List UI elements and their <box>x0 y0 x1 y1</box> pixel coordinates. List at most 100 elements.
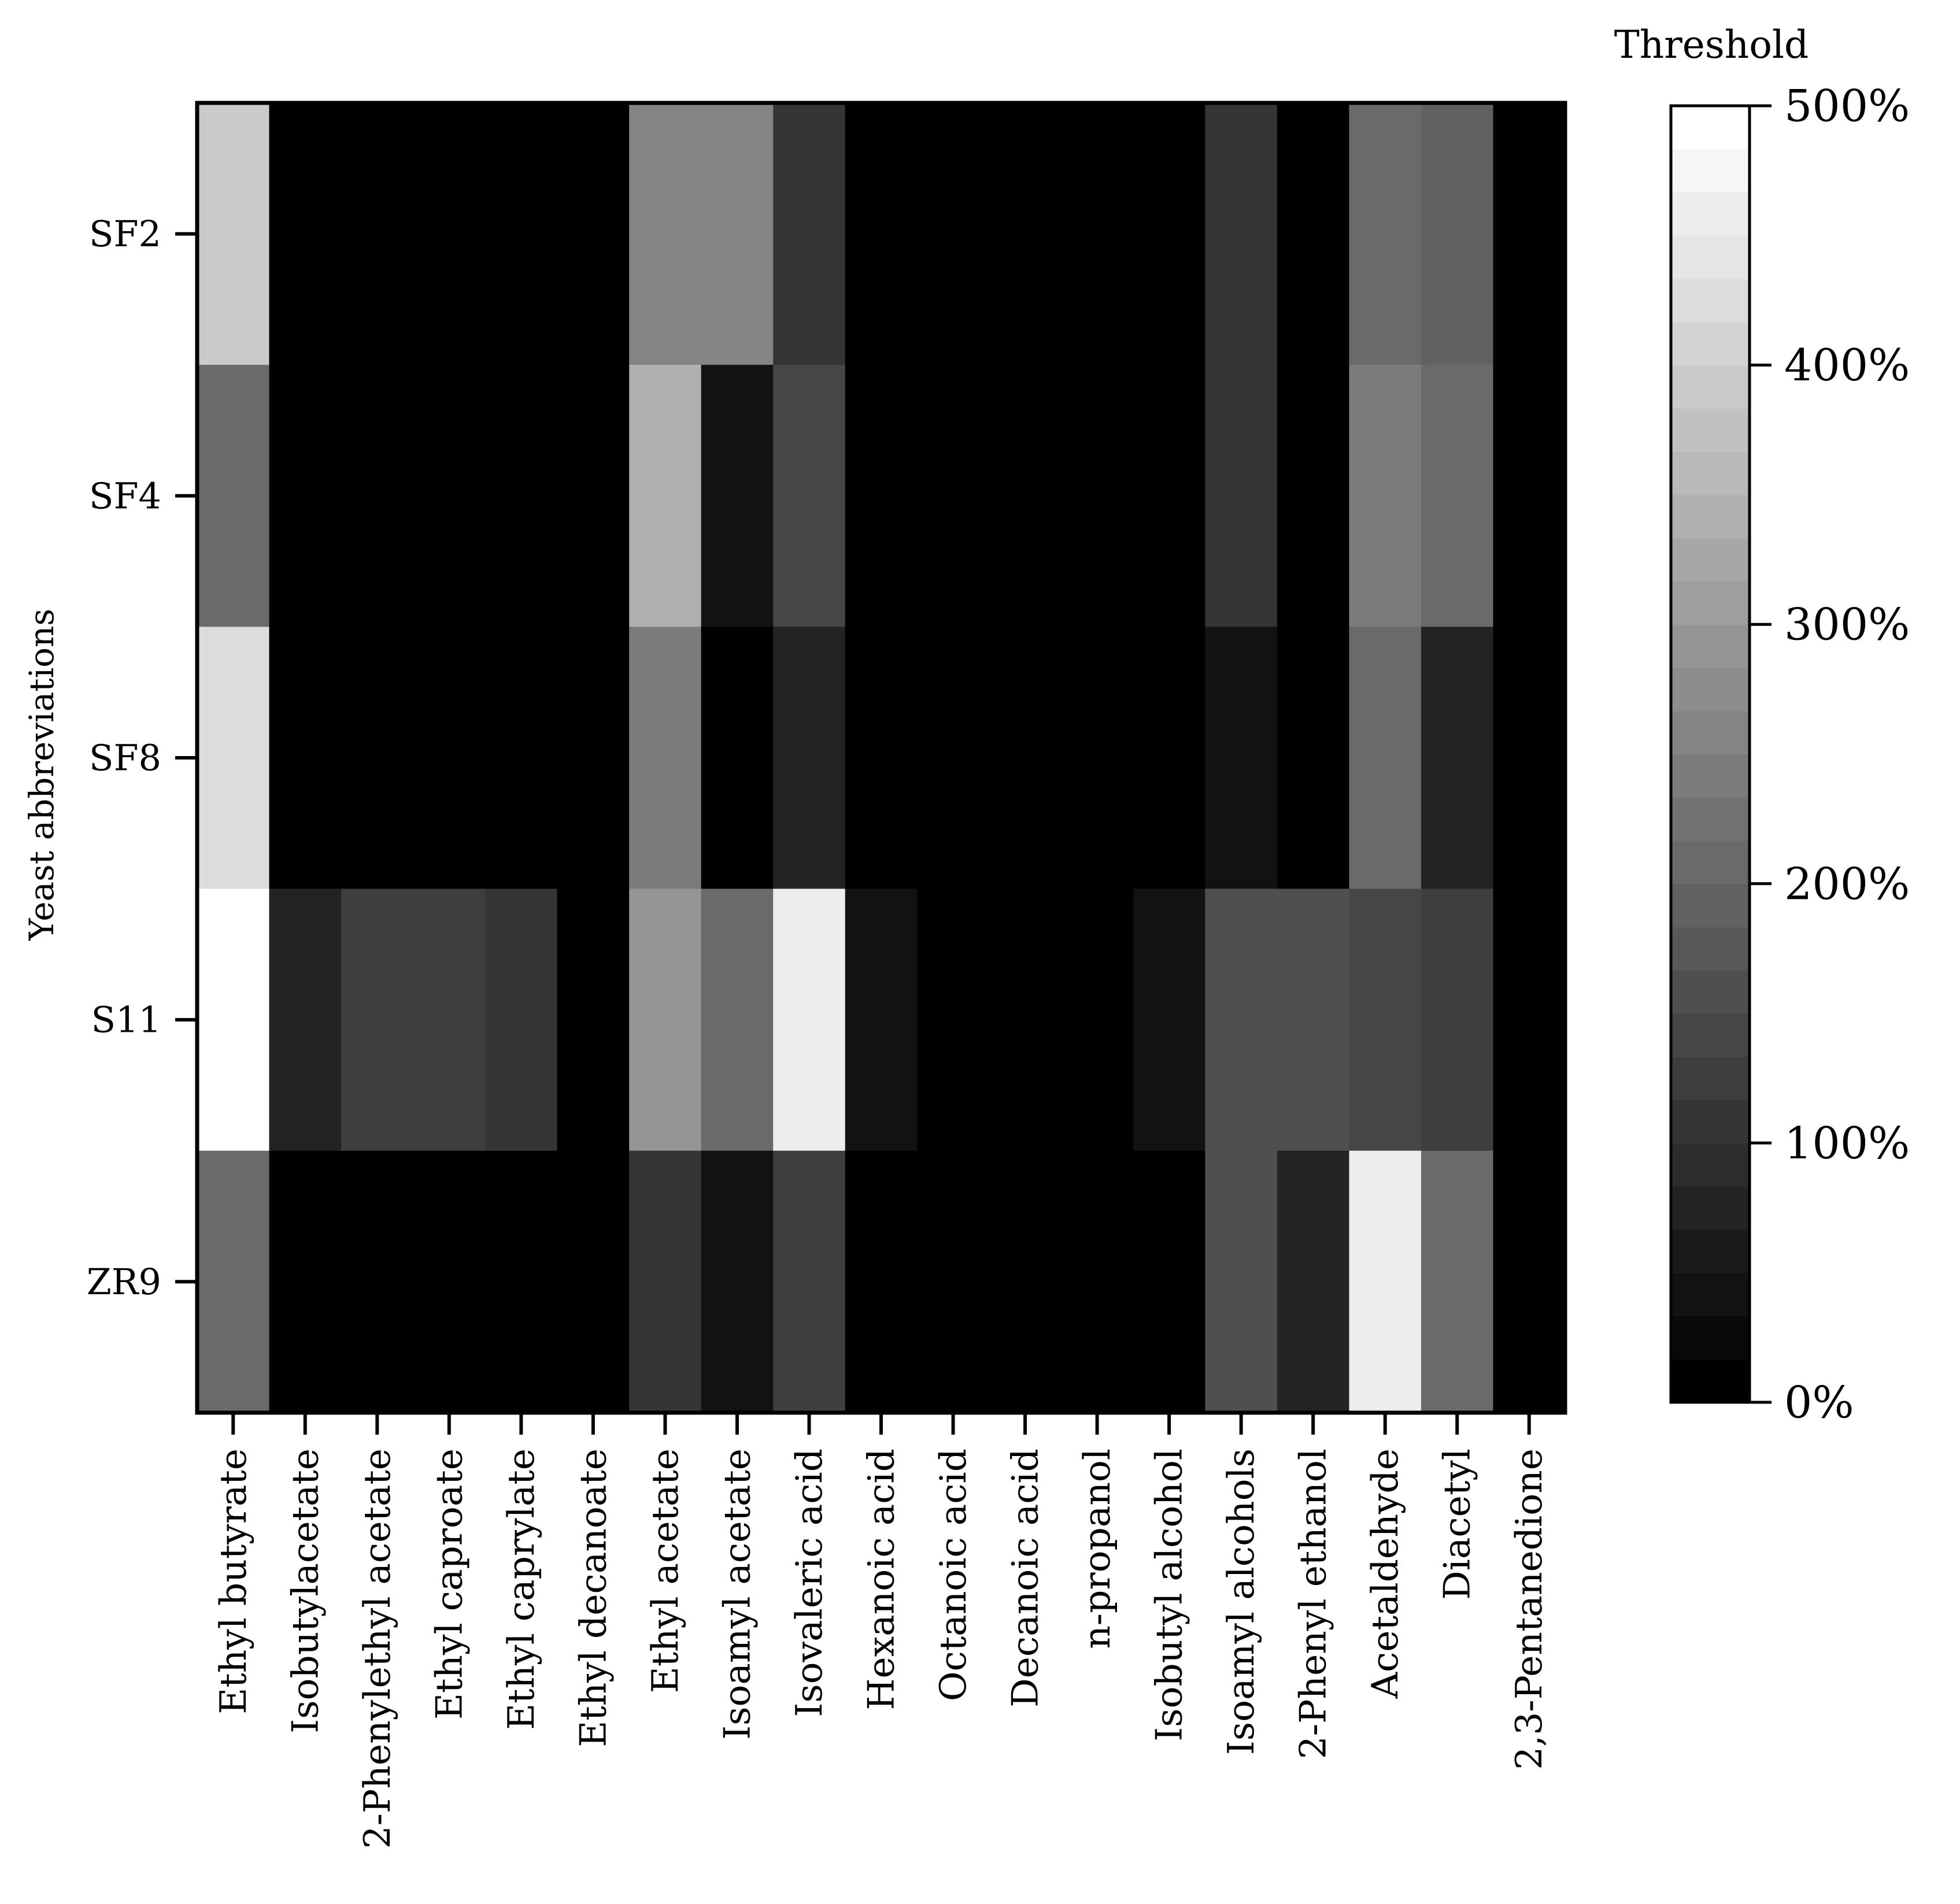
heatmap-cell <box>1421 103 1494 365</box>
heatmap-cell <box>1205 1150 1278 1413</box>
x-tick-label: 2,3-Pentanedione <box>1508 1449 1550 1770</box>
heatmap-cell <box>701 1150 774 1413</box>
x-tick-label: Isovaleric acid <box>788 1449 830 1717</box>
heatmap-cell <box>773 1150 846 1413</box>
heatmap-cell <box>485 103 558 365</box>
heatmap-cell <box>1061 103 1134 365</box>
colorbar-tick-label: 0% <box>1784 1377 1854 1428</box>
colorbar-segment <box>1671 883 1750 928</box>
colorbar: 0% 100% 200% 300% 400% 500% <box>1669 80 1910 1428</box>
heatmap-cell <box>773 365 846 628</box>
y-tick-label: SF2 <box>89 213 161 255</box>
heatmap-cell <box>1493 1150 1566 1413</box>
heatmap-cell <box>341 888 414 1151</box>
heatmap-cell <box>845 1150 918 1413</box>
colorbar-segment <box>1671 235 1750 279</box>
x-tick-label: n-propanol <box>1076 1449 1118 1649</box>
heatmap-cell <box>269 888 342 1151</box>
heatmap-cell <box>1421 1150 1494 1413</box>
colorbar-segment <box>1671 970 1750 1014</box>
colorbar-segment <box>1671 106 1750 150</box>
colorbar-segment <box>1671 149 1750 193</box>
colorbar-tick-label: 500% <box>1784 80 1910 132</box>
heatmap-cell <box>269 365 342 628</box>
heatmap-cell <box>629 1150 702 1413</box>
x-tick-label: 2-Phenyl ethanol <box>1292 1449 1334 1759</box>
heatmap-cell <box>629 627 702 890</box>
colorbar-segment <box>1671 279 1750 323</box>
colorbar-segment <box>1671 1359 1750 1403</box>
heatmap-cell <box>1133 1150 1206 1413</box>
colorbar-segment <box>1671 1316 1750 1360</box>
x-tick-label: Isoamyl acetate <box>716 1449 758 1740</box>
heatmap-cell <box>557 1150 630 1413</box>
heatmap-cell <box>845 103 918 365</box>
heatmap-cell <box>629 365 702 628</box>
heatmap-cell <box>1205 103 1278 365</box>
heatmap-cell <box>1133 365 1206 628</box>
heatmap-cell <box>917 627 990 890</box>
x-tick-label: Decanoic acid <box>1004 1449 1046 1707</box>
colorbar-tick-label: 400% <box>1784 339 1910 391</box>
heatmap-cell <box>989 365 1062 628</box>
x-tick-label: Isobutyl alcohol <box>1148 1449 1190 1742</box>
heatmap-cell <box>1061 1150 1134 1413</box>
y-axis: SF2 SF4 SF8 S11 ZR9 <box>87 213 197 1303</box>
heatmap-cell <box>701 627 774 890</box>
heatmap-cell <box>197 888 270 1151</box>
heatmap-cell <box>1277 627 1350 890</box>
heatmap-cells <box>197 103 1566 1413</box>
heatmap-cell <box>1061 888 1134 1151</box>
heatmap-cell <box>989 888 1062 1151</box>
colorbar-frame <box>1669 104 1751 1404</box>
heatmap-cell <box>1277 365 1350 628</box>
heatmap-cell <box>1277 103 1350 365</box>
heatmap-cell <box>341 627 414 890</box>
x-tick-label: Ethyl butyrate <box>212 1449 254 1714</box>
heatmap-cell <box>917 888 990 1151</box>
colorbar-segment <box>1671 1143 1750 1187</box>
heatmap-cell <box>773 888 846 1151</box>
colorbar-segment <box>1671 797 1750 841</box>
heatmap-cell <box>1133 888 1206 1151</box>
heatmap-cell <box>197 365 270 628</box>
colorbar-segment <box>1671 754 1750 798</box>
heatmap-cell <box>557 888 630 1151</box>
heatmap-cell <box>917 1150 990 1413</box>
x-tick-label: Ethyl acetate <box>644 1449 686 1693</box>
heatmap-cell <box>1349 1150 1422 1413</box>
colorbar-segment <box>1671 840 1750 884</box>
colorbar-segment <box>1671 408 1750 452</box>
heatmap-cell <box>1205 888 1278 1151</box>
heatmap-cell <box>1205 365 1278 628</box>
heatmap-cell <box>557 627 630 890</box>
heatmap-cell <box>629 888 702 1151</box>
heatmap-cell <box>845 365 918 628</box>
heatmap-cell <box>485 627 558 890</box>
heatmap-cell <box>701 888 774 1151</box>
heatmap-cell <box>773 103 846 365</box>
heatmap-cell <box>1349 103 1422 365</box>
heatmap-cell <box>629 103 702 365</box>
heatmap-cell <box>269 627 342 890</box>
heatmap-cell <box>1349 627 1422 890</box>
colorbar-label: Threshold <box>1614 23 1809 67</box>
colorbar-segment <box>1671 624 1750 668</box>
y-tick-label: SF4 <box>89 475 161 517</box>
heatmap-cell <box>1421 627 1494 890</box>
heatmap-cell <box>413 627 486 890</box>
heatmap-cell <box>1493 103 1566 365</box>
colorbar-segment <box>1671 1099 1750 1144</box>
x-tick-label: Isoamyl alcohols <box>1220 1449 1262 1755</box>
y-tick-label: S11 <box>91 999 161 1041</box>
colorbar-segment <box>1671 1272 1750 1317</box>
x-tick-label: 2-Phenylethyl acetate <box>356 1449 398 1849</box>
colorbar-segment <box>1671 927 1750 971</box>
heatmap-cell <box>701 103 774 365</box>
heatmap-cell <box>269 103 342 365</box>
colorbar-segment <box>1671 667 1750 712</box>
heatmap-cell <box>1133 103 1206 365</box>
colorbar-segment <box>1671 1229 1750 1273</box>
x-tick-label: Acetaldehyde <box>1364 1449 1406 1699</box>
